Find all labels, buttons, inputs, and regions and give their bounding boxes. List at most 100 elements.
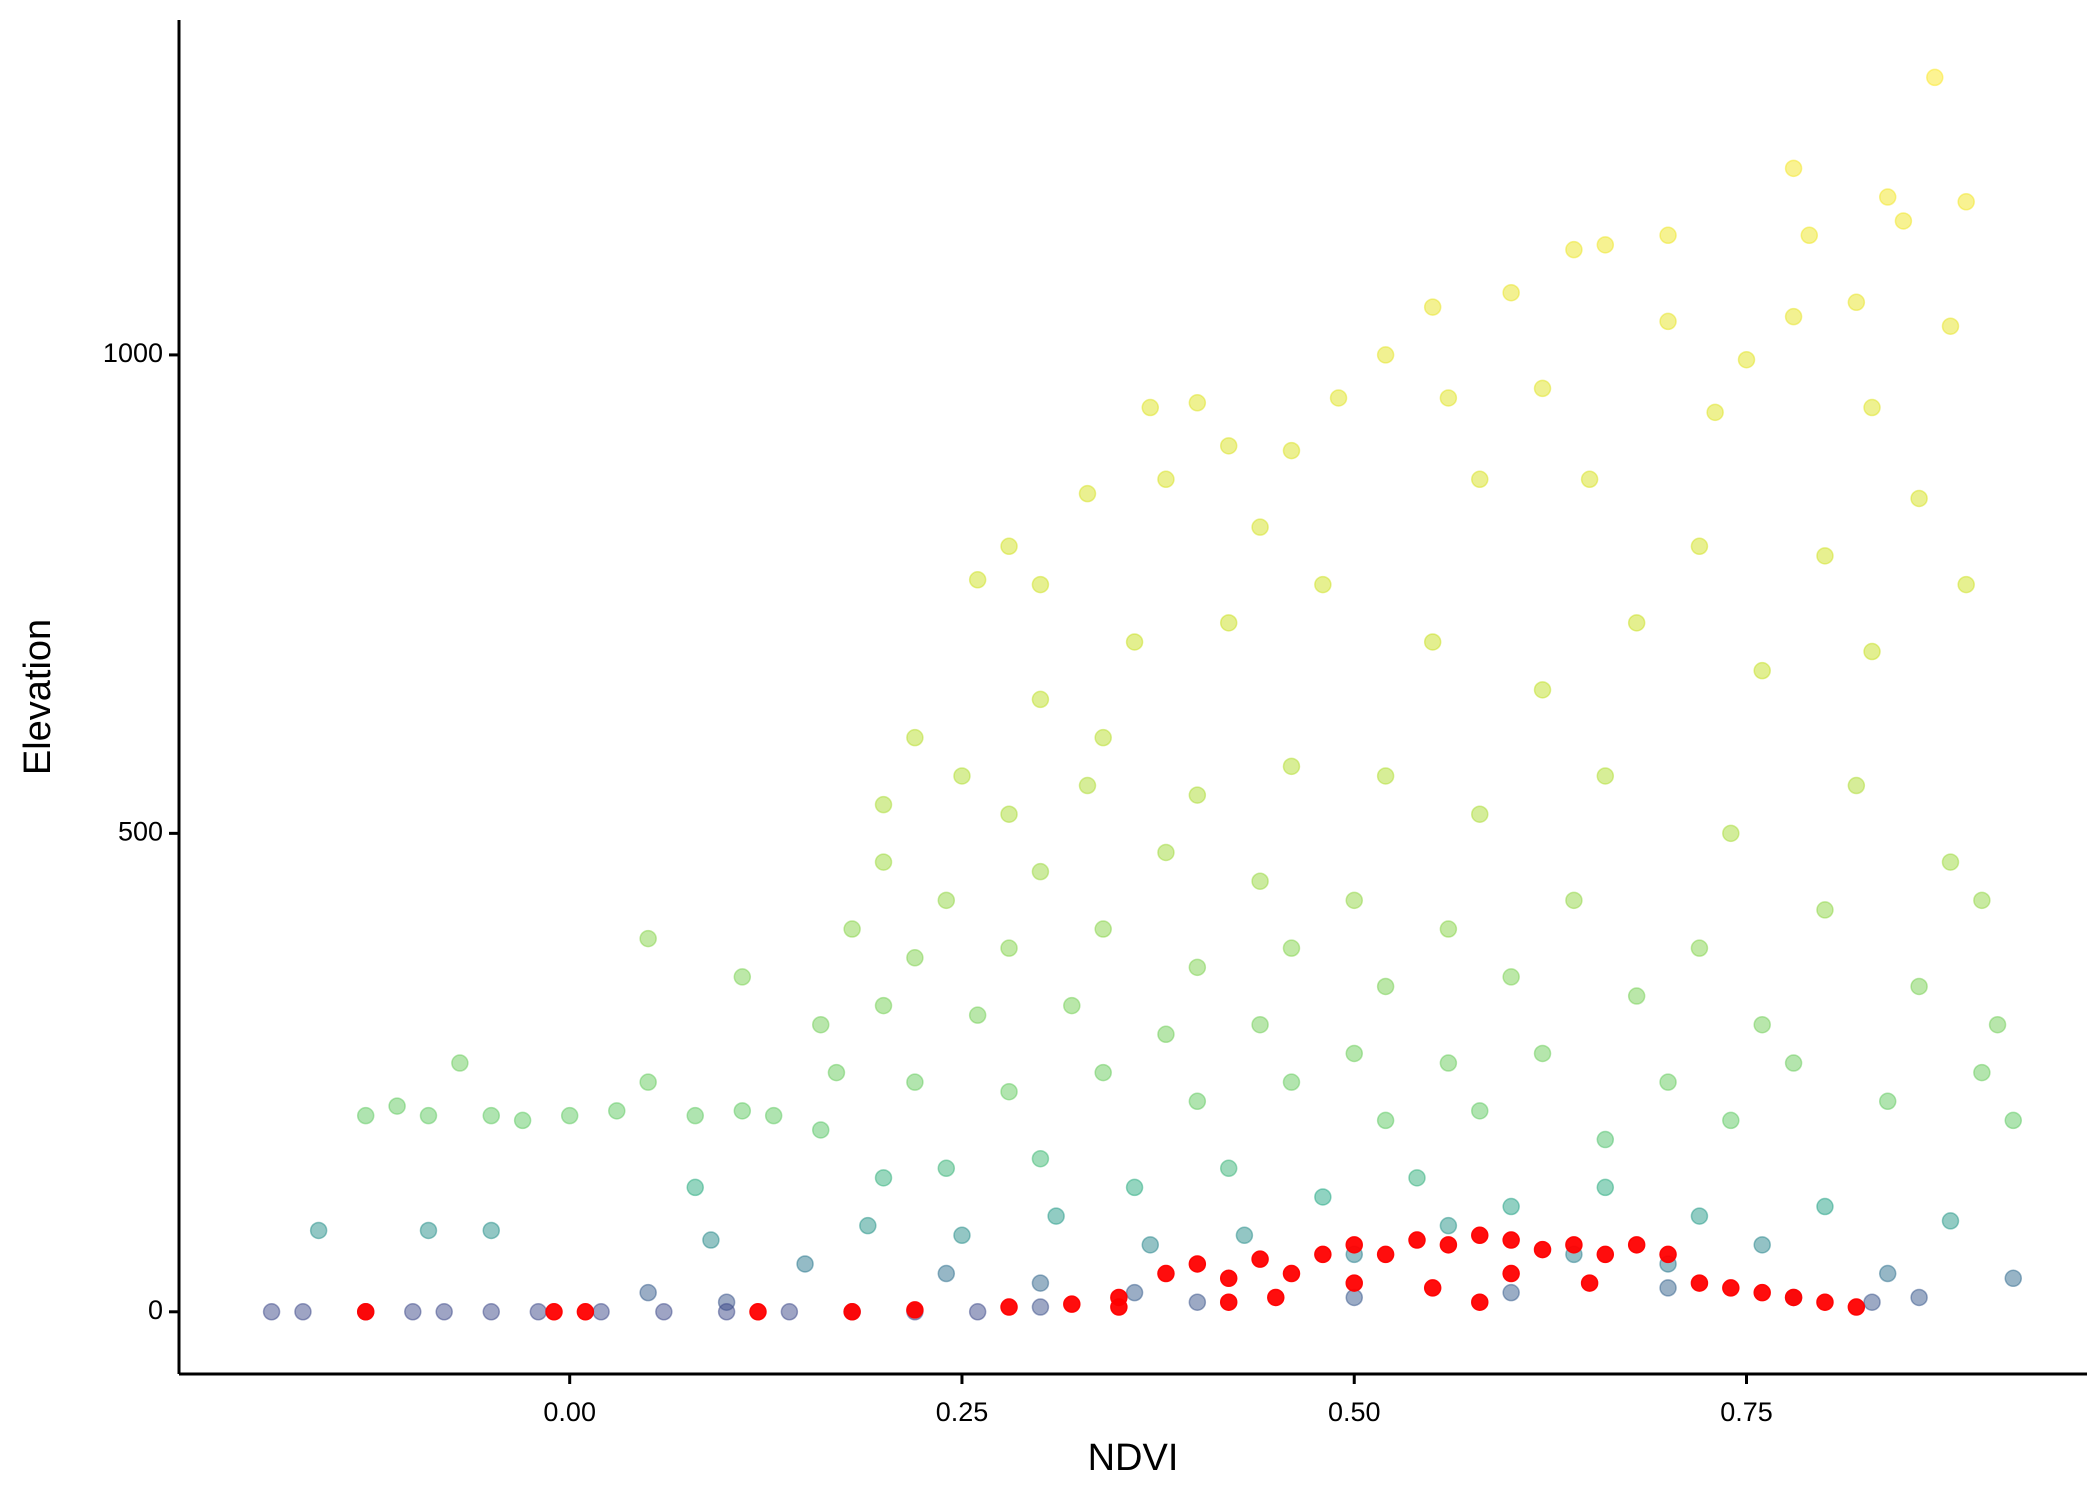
- point: [1188, 394, 1207, 412]
- point: [1031, 862, 1050, 881]
- point: [1251, 872, 1269, 890]
- point: [356, 1106, 375, 1125]
- point: [1314, 575, 1332, 594]
- point: [1863, 1293, 1881, 1311]
- point: [262, 1303, 281, 1321]
- point: [1031, 1298, 1050, 1316]
- point: [1878, 188, 1897, 206]
- point: [1784, 307, 1803, 326]
- point: [545, 1303, 563, 1321]
- point: [1502, 1283, 1520, 1302]
- point: [1078, 776, 1097, 795]
- point: [686, 1178, 704, 1197]
- point: [1533, 1044, 1552, 1063]
- point: [796, 1255, 814, 1273]
- point: [1596, 767, 1615, 785]
- point: [906, 1073, 924, 1091]
- point: [1423, 633, 1442, 651]
- point: [906, 728, 924, 747]
- point: [1722, 1279, 1740, 1297]
- point: [1078, 484, 1097, 503]
- point: [874, 795, 893, 814]
- x-axis-label: NDVI: [1088, 1437, 1179, 1479]
- point: [1910, 489, 1928, 508]
- point: [1329, 389, 1348, 407]
- point: [1659, 226, 1677, 245]
- point: [435, 1303, 453, 1321]
- points: [262, 68, 2023, 1321]
- point: [639, 1283, 657, 1302]
- point: [968, 1303, 987, 1321]
- point: [1565, 1236, 1583, 1254]
- point: [1502, 283, 1520, 302]
- point: [1659, 312, 1677, 331]
- point: [874, 996, 893, 1015]
- point: [1188, 1255, 1207, 1273]
- point: [419, 1106, 438, 1125]
- point: [1439, 1054, 1458, 1072]
- point: [1031, 1274, 1050, 1292]
- point: [1000, 1082, 1018, 1101]
- point: [482, 1221, 500, 1240]
- point: [953, 1226, 971, 1245]
- point: [1690, 537, 1709, 556]
- point: [1973, 891, 1991, 910]
- point: [1753, 1015, 1771, 1034]
- point: [1596, 1178, 1615, 1197]
- point: [1753, 661, 1771, 680]
- point: [1580, 470, 1599, 489]
- point: [1580, 1274, 1599, 1292]
- point: [1988, 1015, 2007, 1034]
- point: [1910, 1288, 1928, 1307]
- point: [1816, 1293, 1834, 1311]
- point: [1847, 776, 1866, 795]
- point: [1502, 1264, 1520, 1283]
- point: [592, 1303, 610, 1321]
- point: [1031, 690, 1050, 709]
- point: [1282, 441, 1301, 460]
- point: [1471, 1226, 1489, 1245]
- point: [937, 1159, 956, 1178]
- point: [1863, 642, 1881, 661]
- point: [1000, 805, 1018, 823]
- point: [1423, 1279, 1442, 1297]
- point: [1784, 159, 1803, 178]
- point: [749, 1303, 767, 1321]
- point: [560, 1106, 579, 1125]
- point: [764, 1106, 783, 1125]
- point: [1706, 403, 1724, 422]
- point: [1125, 1283, 1144, 1302]
- point: [812, 1015, 830, 1034]
- point: [686, 1106, 704, 1125]
- point: [1941, 317, 1960, 335]
- point: [1408, 1231, 1426, 1249]
- point: [937, 1264, 956, 1283]
- point: [1000, 939, 1018, 957]
- point: [1627, 614, 1646, 632]
- point: [1345, 1236, 1363, 1254]
- point: [1157, 1025, 1175, 1044]
- point: [843, 1303, 861, 1321]
- point: [1345, 1044, 1363, 1063]
- point: [1219, 1269, 1238, 1288]
- point: [1125, 1178, 1144, 1197]
- point: [1094, 1063, 1112, 1082]
- point: [1345, 1274, 1363, 1292]
- y-tick-label: 0: [148, 1295, 163, 1325]
- point: [1439, 920, 1458, 938]
- x-tick-label: 0.75: [1720, 1397, 1773, 1427]
- x-tick-label: 0.00: [543, 1397, 596, 1427]
- point: [702, 1231, 720, 1249]
- point: [1000, 537, 1018, 556]
- point: [906, 949, 924, 967]
- point: [639, 1073, 657, 1091]
- point: [1596, 1130, 1615, 1149]
- point: [1878, 1264, 1897, 1283]
- point: [1376, 1111, 1395, 1130]
- point: [1800, 226, 1819, 245]
- point: [1784, 1288, 1803, 1307]
- point: [608, 1102, 626, 1120]
- point: [1847, 293, 1866, 312]
- point: [1063, 996, 1081, 1015]
